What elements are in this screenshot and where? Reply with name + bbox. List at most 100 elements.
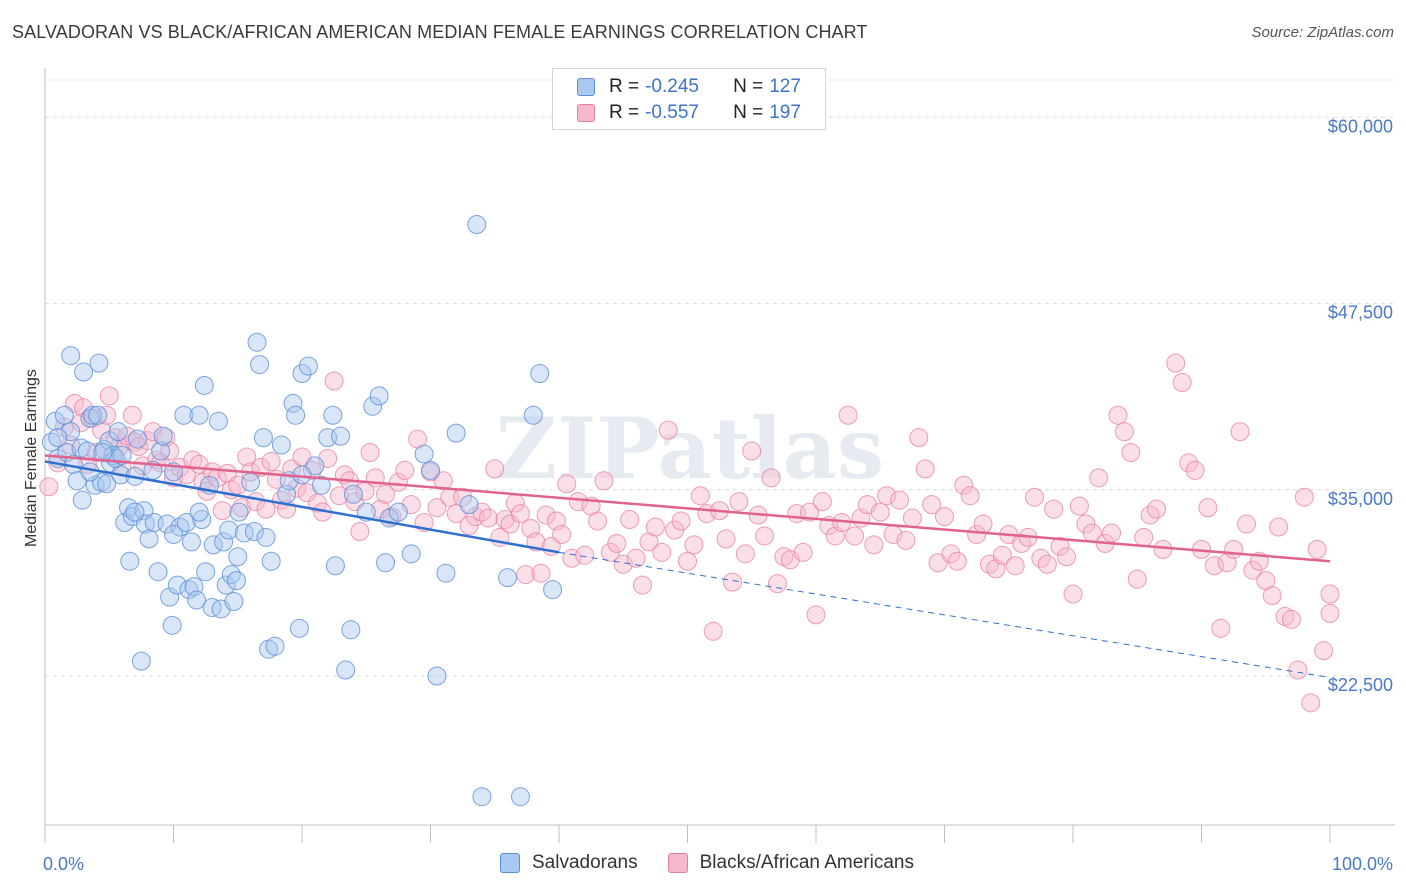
data-point-blacks	[1024, 487, 1044, 507]
data-point-salvadorans	[48, 428, 68, 448]
y-tick-label: $22,500	[1328, 675, 1393, 695]
data-point-blacks	[954, 475, 974, 495]
data-point-salvadorans	[61, 422, 81, 442]
data-point-blacks	[1179, 453, 1199, 473]
data-point-blacks	[690, 486, 710, 506]
r-label: R =	[609, 76, 640, 97]
data-point-blacks	[1294, 487, 1314, 507]
data-point-blacks	[1198, 498, 1218, 518]
data-point-blacks	[729, 492, 749, 512]
data-point-blacks	[1262, 586, 1282, 606]
data-point-salvadorans	[214, 532, 234, 552]
data-point-salvadorans	[261, 551, 281, 571]
legend-row-blacks: R = -0.557 N = 197	[577, 101, 801, 125]
data-point-salvadorans	[189, 405, 209, 425]
data-point-salvadorans	[108, 422, 128, 442]
data-point-salvadorans	[459, 495, 479, 515]
data-point-salvadorans	[498, 568, 518, 588]
data-point-blacks	[1281, 609, 1301, 629]
data-point-blacks	[478, 508, 498, 528]
data-point-blacks	[607, 533, 627, 553]
data-point-blacks	[1069, 496, 1089, 516]
data-point-salvadorans	[298, 356, 318, 376]
data-point-blacks	[1269, 517, 1289, 537]
data-point-salvadorans	[427, 666, 447, 686]
legend-item-blacks[interactable]: Blacks/African Americans	[667, 852, 914, 874]
watermark: ZIPatlas	[496, 399, 884, 498]
data-point-salvadorans	[421, 460, 440, 480]
r-value: -0.245	[645, 76, 699, 97]
source-label: Source: ZipAtlas.com	[1251, 24, 1394, 41]
x-tick-labels: 0.0% 100.0%	[43, 854, 1393, 874]
data-point-salvadorans	[88, 405, 108, 425]
data-point-blacks	[1050, 536, 1070, 556]
data-point-salvadorans	[292, 364, 312, 384]
data-point-salvadorans	[472, 787, 492, 807]
data-point-salvadorans	[167, 575, 187, 595]
data-point-blacks	[652, 542, 672, 562]
data-point-blacks	[1301, 693, 1321, 713]
data-point-blacks	[360, 443, 380, 462]
stats-legend: R = -0.245 N = 127 R = -0.557 N = 197	[552, 68, 826, 130]
n-value: 197	[769, 102, 801, 123]
data-point-blacks	[1320, 603, 1340, 623]
data-point-salvadorans	[244, 521, 264, 541]
trend-lines	[44, 454, 1331, 678]
data-point-blacks	[620, 510, 640, 530]
y-tick-labels: $22,500 $35,000 $47,500 $60,000	[1328, 116, 1393, 695]
data-point-blacks	[735, 544, 755, 564]
data-point-blacks	[1044, 499, 1064, 519]
data-point-blacks	[992, 545, 1012, 565]
data-point-salvadorans	[176, 513, 196, 533]
data-point-blacks	[1037, 554, 1057, 574]
data-point-blacks	[1121, 443, 1141, 462]
data-point-blacks	[1204, 556, 1224, 576]
pink-swatch	[667, 853, 688, 873]
data-point-salvadorans	[216, 575, 236, 595]
data-point-salvadorans	[157, 514, 177, 534]
data-point-salvadorans	[112, 445, 132, 465]
legend-label: Salvadorans	[532, 852, 638, 873]
data-point-blacks	[1172, 372, 1192, 392]
grid-lines	[45, 79, 1395, 677]
legend-item-salvadorans[interactable]: Salvadorans	[500, 852, 638, 874]
r-label: R =	[609, 102, 640, 123]
data-point-salvadorans	[151, 441, 171, 461]
data-point-blacks	[376, 484, 396, 504]
axes	[44, 68, 1395, 843]
data-point-salvadorans	[219, 520, 239, 540]
data-point-blacks	[767, 574, 787, 594]
data-point-blacks	[967, 524, 987, 544]
data-point-salvadorans	[543, 580, 563, 600]
y-tick-label: $47,500	[1328, 303, 1393, 323]
data-point-blacks	[1102, 523, 1122, 543]
data-point-blacks	[915, 459, 935, 479]
data-point-salvadorans	[189, 502, 209, 522]
data-point-blacks	[1224, 539, 1244, 559]
data-point-blacks	[947, 551, 967, 571]
data-point-salvadorans	[192, 510, 212, 530]
data-point-salvadorans	[194, 375, 214, 395]
data-point-blacks	[633, 575, 653, 595]
data-point-blacks	[845, 526, 865, 546]
data-point-blacks	[1288, 660, 1308, 680]
data-point-blacks	[761, 468, 781, 488]
data-point-blacks	[793, 542, 813, 562]
data-point-blacks	[562, 548, 582, 568]
data-point-blacks	[838, 405, 858, 425]
x-tick-label: 0.0%	[43, 854, 84, 874]
data-point-blacks	[237, 447, 257, 467]
data-point-salvadorans	[467, 215, 487, 235]
trend-line-blacks	[44, 454, 1331, 563]
data-point-salvadorans	[153, 426, 173, 446]
data-point-salvadorans	[187, 590, 207, 610]
n-label: N =	[733, 76, 764, 97]
data-point-blacks	[395, 460, 415, 480]
data-point-salvadorans	[289, 618, 309, 638]
data-point-salvadorans	[369, 386, 389, 406]
data-point-salvadorans	[181, 532, 201, 552]
data-point-salvadorans	[325, 556, 345, 576]
data-point-salvadorans	[128, 429, 148, 449]
data-point-salvadorans	[343, 484, 363, 504]
data-point-blacks	[1314, 641, 1334, 661]
